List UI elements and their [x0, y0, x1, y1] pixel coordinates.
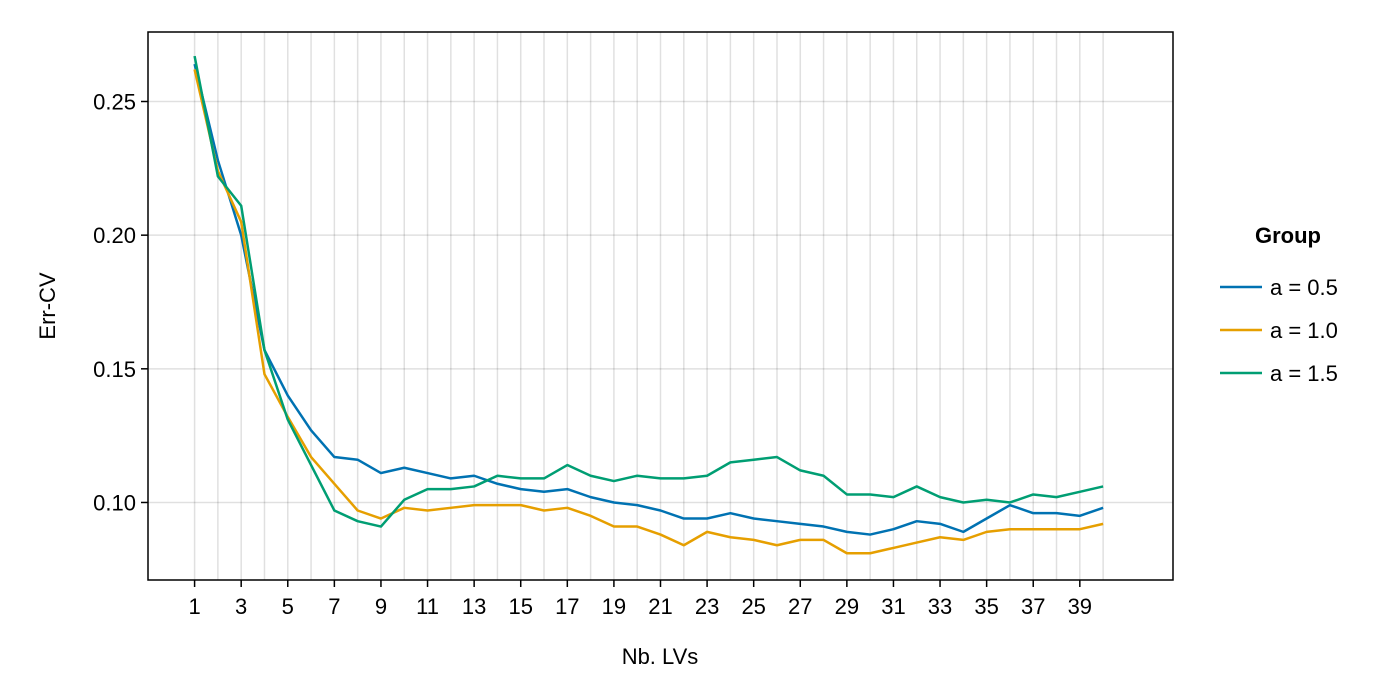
series-line-2: [193, 69, 1104, 555]
x-axis-ticks: 1 3 5 7 9 11 13 15 17 19 21 23 25 27 29 31 33 35 37 39: [188, 580, 1092, 619]
x-tick-label: 25: [741, 594, 765, 619]
x-tick-label: 1: [188, 594, 200, 619]
x-tick-label: 39: [1068, 594, 1092, 619]
legend-label: a = 1.0: [1270, 318, 1338, 343]
series-lines: [193, 55, 1104, 555]
x-tick-label: 7: [328, 594, 340, 619]
y-axis-ticks: 0.10 0.15 0.20 0.25: [93, 90, 148, 515]
x-tick-label: 37: [1021, 594, 1045, 619]
x-tick-label: 35: [974, 594, 998, 619]
x-tick-label: 9: [375, 594, 387, 619]
grid: [148, 32, 1173, 580]
x-tick-label: 5: [282, 594, 294, 619]
y-tick-label: 0.10: [93, 490, 136, 515]
y-tick-label: 0.25: [93, 90, 136, 115]
x-tick-label: 11: [416, 594, 439, 619]
x-tick-label: 23: [695, 594, 719, 619]
x-tick-label: 19: [602, 594, 626, 619]
x-tick-label: 21: [648, 594, 672, 619]
legend-title: Group: [1255, 223, 1321, 248]
y-tick-label: 0.20: [93, 223, 136, 248]
x-tick-label: 27: [788, 594, 812, 619]
x-tick-label: 29: [835, 594, 859, 619]
y-axis-label: Err-CV: [35, 272, 60, 340]
x-tick-label: 17: [555, 594, 579, 619]
y-tick-label: 0.15: [93, 357, 136, 382]
x-tick-label: 3: [235, 594, 247, 619]
legend-label: a = 0.5: [1270, 275, 1338, 300]
x-tick-label: 13: [462, 594, 486, 619]
x-tick-label: 33: [928, 594, 952, 619]
x-tick-label: 15: [508, 594, 532, 619]
x-axis-label: Nb. LVs: [622, 644, 699, 669]
series-line-3: [193, 55, 1104, 528]
series-line-1: [193, 63, 1104, 536]
x-tick-label: 31: [881, 594, 905, 619]
legend-label: a = 1.5: [1270, 361, 1338, 386]
legend: Group a = 0.5 a = 1.0 a = 1.5: [1220, 223, 1338, 386]
